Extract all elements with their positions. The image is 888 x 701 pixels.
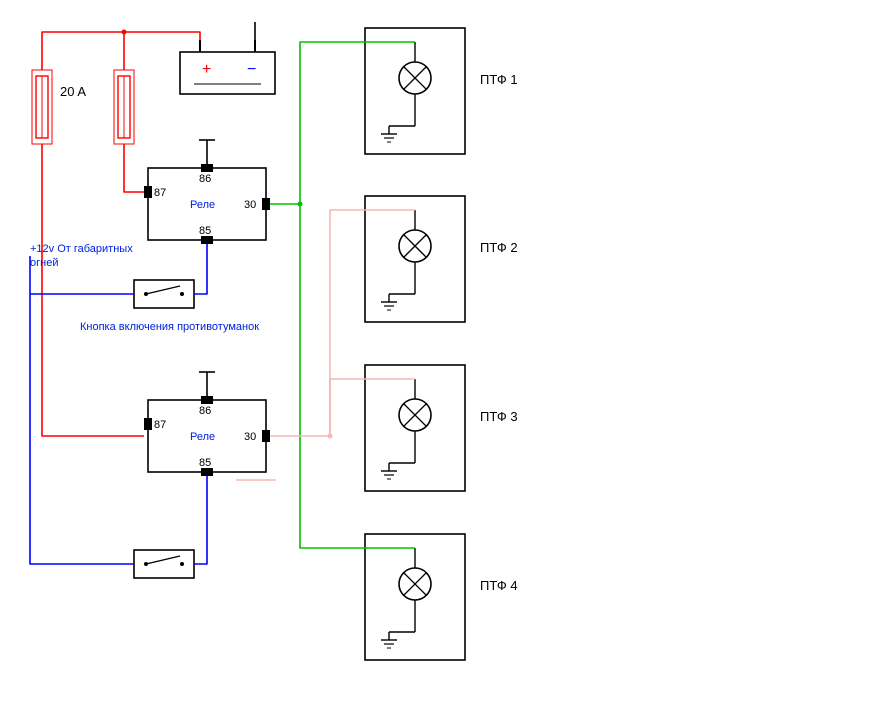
switch — [134, 550, 194, 578]
svg-text:87: 87 — [154, 187, 166, 199]
wire — [330, 379, 415, 436]
lamp-label: ПТФ 2 — [480, 240, 518, 255]
relay-label: Реле — [190, 431, 215, 443]
lamp-label: ПТФ 1 — [480, 72, 518, 87]
battery-plus: + — [202, 61, 211, 78]
svg-text:огней: огней — [30, 257, 58, 269]
lamp-label: ПТФ 3 — [480, 409, 518, 424]
battery — [180, 52, 275, 94]
battery-minus: − — [247, 61, 256, 78]
lamp-label: ПТФ 4 — [480, 578, 518, 593]
wire — [42, 144, 144, 436]
wire — [270, 210, 415, 436]
wire — [194, 476, 207, 564]
switch-caption: Кнопка включения противотуманок — [80, 321, 259, 333]
svg-text:86: 86 — [199, 173, 211, 185]
svg-text:87: 87 — [154, 419, 166, 431]
wire — [270, 42, 415, 204]
wire — [42, 32, 200, 70]
svg-text:30: 30 — [244, 431, 256, 443]
wire — [30, 294, 134, 564]
wire — [124, 144, 144, 192]
fuse-label: 20 A — [60, 84, 86, 99]
switch — [134, 280, 194, 308]
svg-text:86: 86 — [199, 405, 211, 417]
wire — [300, 204, 415, 548]
svg-text:85: 85 — [199, 457, 211, 469]
svg-text:85: 85 — [199, 225, 211, 237]
wiring-diagram: + − 20 A Реле 86 85 87 30 Реле 86 85 87 30 ПТФ 1 ПТФ 2… — [0, 0, 888, 701]
source-label: +12v От габаритных — [30, 243, 133, 255]
wire — [194, 244, 207, 294]
svg-text:30: 30 — [244, 199, 256, 211]
relay-label: Реле — [190, 199, 215, 211]
